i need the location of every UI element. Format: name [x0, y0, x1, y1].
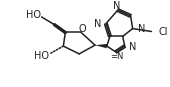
- Text: =N: =N: [110, 52, 123, 61]
- Text: O: O: [78, 24, 86, 34]
- Text: N: N: [138, 24, 145, 34]
- Text: N: N: [113, 1, 121, 11]
- Text: HO: HO: [34, 51, 49, 61]
- Polygon shape: [95, 44, 107, 48]
- Text: N: N: [94, 19, 101, 29]
- Text: Cl: Cl: [158, 27, 168, 37]
- Text: HO: HO: [26, 10, 41, 20]
- Text: N: N: [129, 42, 136, 52]
